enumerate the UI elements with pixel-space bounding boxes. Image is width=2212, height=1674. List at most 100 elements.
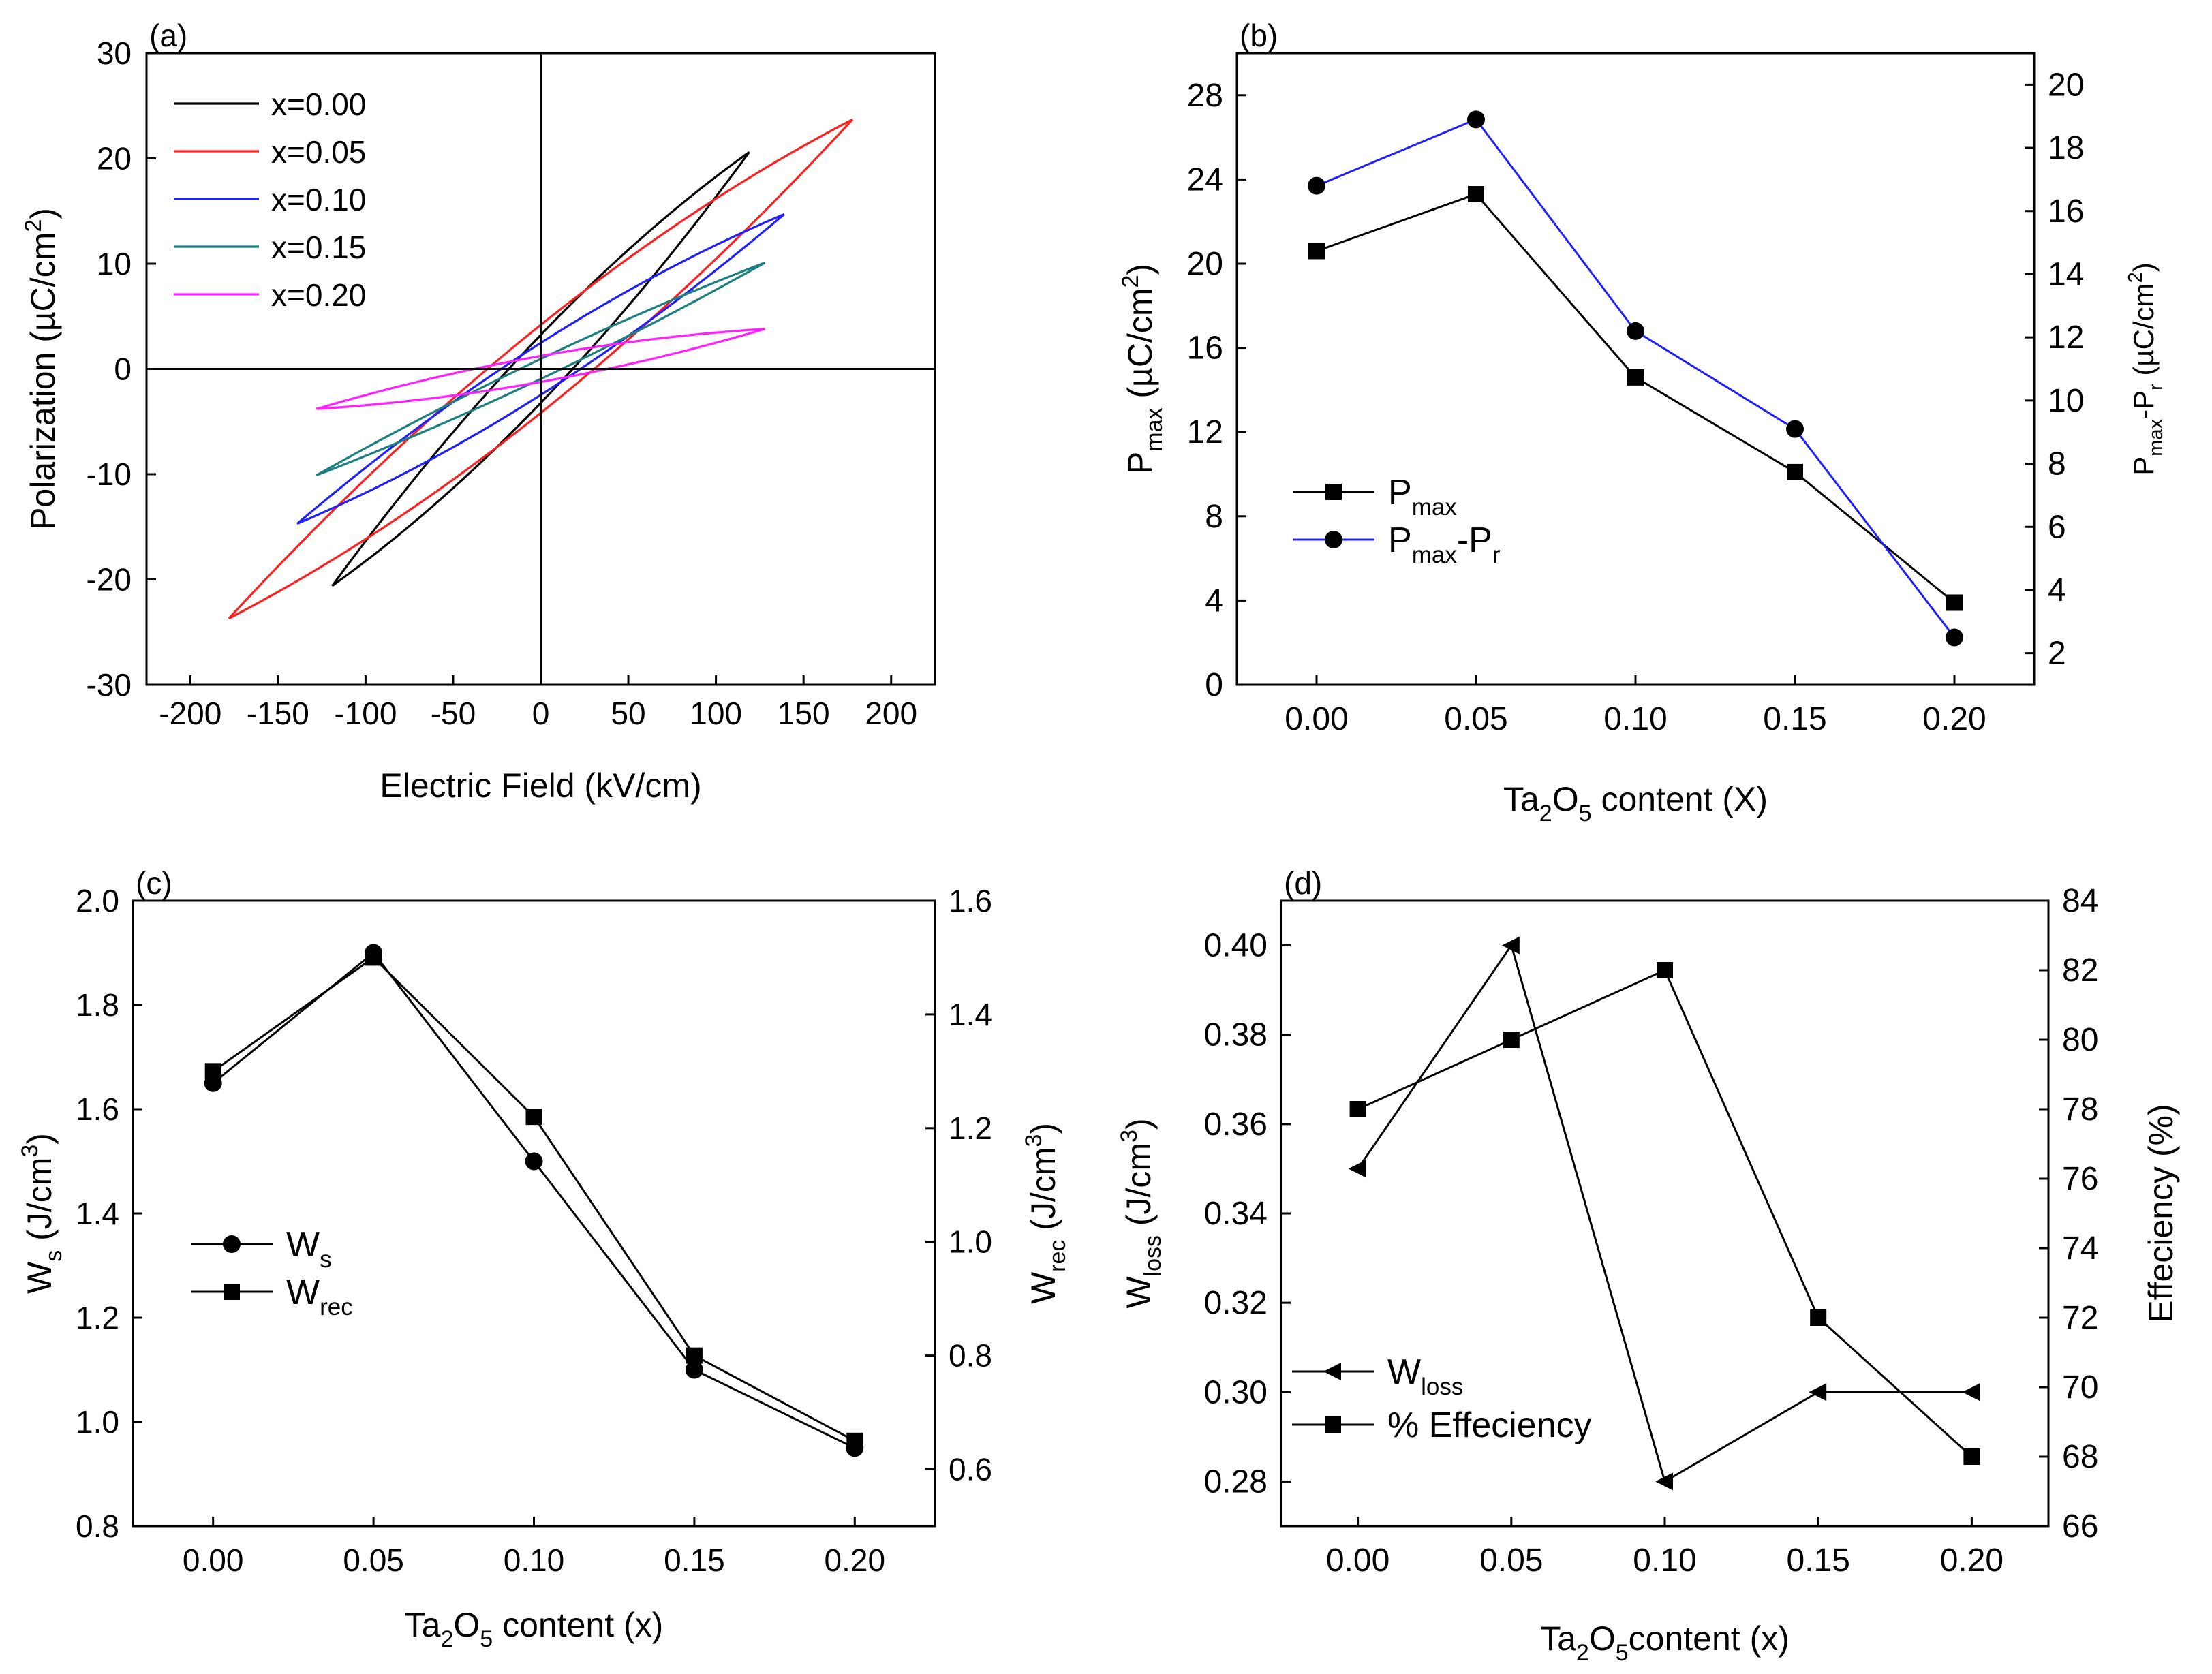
y-right-tick-label: 78: [2062, 1091, 2098, 1128]
y-left-tick-label: 20: [1187, 246, 1223, 282]
panel-a: (a)-200 -150 -100 -50 0 50 100 150 200-30-20-100…: [20, 18, 936, 805]
data-point-Pmax-Pr: [1627, 322, 1644, 340]
y-axis-label: Polarization (µC/cm2): [20, 208, 62, 530]
y-right-tick-label: 14: [2048, 256, 2084, 292]
x-tick-label: -50: [431, 696, 476, 731]
y-right-tick-label: 72: [2062, 1300, 2098, 1336]
data-point-Wrec: [525, 1109, 542, 1126]
panel-d: (d) 0.00 0.05 0.10 0.15 0.20 0.28 0.30 0.32 0.34 0…: [1116, 865, 2180, 1666]
x-tick-label: 0.10: [504, 1543, 565, 1578]
legend-entry: x=0.20: [271, 277, 366, 313]
data-point-Wloss: [1348, 1160, 1366, 1178]
x-tick-label: 0.15: [1786, 1543, 1849, 1579]
y-left-tick-label: 0.38: [1204, 1017, 1268, 1053]
data-point-Pmax-Pr: [1786, 420, 1804, 438]
y-left-axis-label: Ws (J/cm3): [17, 1133, 67, 1294]
legend-entry: Ws: [286, 1225, 332, 1273]
x-tick-label: 0.15: [1763, 701, 1826, 737]
data-point-Wloss: [1655, 1472, 1673, 1491]
y-right-tick-label: 1.0: [949, 1224, 992, 1260]
y-tick-label: -10: [87, 456, 132, 492]
x-axis-label: Ta2O5content (x): [1540, 1619, 1789, 1666]
data-point-Ws: [525, 1152, 543, 1171]
y-left-tick-label: 0.36: [1204, 1106, 1268, 1143]
data-point-% Effeciency: [1810, 1309, 1827, 1326]
legend-entry: x=0.10: [271, 182, 366, 217]
x-tick-label: 0.10: [1633, 1543, 1696, 1579]
legend-entry: Pmax-Pr: [1388, 521, 1501, 568]
legend-marker: [1325, 531, 1342, 548]
y-right-tick-label: 76: [2062, 1161, 2098, 1197]
data-point-Pmax: [1308, 243, 1325, 260]
panel-label: (b): [1240, 18, 1278, 53]
x-tick-label: 0.00: [1285, 701, 1348, 737]
y-left-axis-label: Pmax (µC/cm2): [1118, 264, 1167, 474]
x-tick-label: 0.00: [1326, 1543, 1389, 1579]
y-left-tick-label: 1.4: [76, 1196, 119, 1231]
data-point-Pmax: [1627, 369, 1644, 386]
y-left-tick-label: 24: [1187, 161, 1223, 198]
y-left-tick-label: 1.0: [76, 1404, 119, 1440]
y-right-tick-label: 8: [2048, 446, 2066, 482]
x-tick-label: 0.05: [1479, 1543, 1543, 1579]
x-tick-label: 100: [690, 696, 742, 731]
data-point-Wrec: [686, 1347, 703, 1364]
x-tick-label: -100: [334, 696, 397, 731]
y-left-tick-label: 1.8: [76, 987, 119, 1023]
legend-entry: Wloss: [1387, 1352, 1463, 1400]
legend-entry: x=0.00: [271, 87, 366, 122]
y-right-tick-label: 84: [2062, 883, 2098, 919]
y-left-tick-label: 2.0: [76, 883, 119, 918]
data-point-% Effeciency: [1503, 1032, 1520, 1048]
y-left-axis-label: Wloss (J/cm3): [1116, 1118, 1166, 1308]
x-axis-label: Ta2O5 content (x): [405, 1606, 664, 1652]
data-point-Wrec: [365, 949, 382, 966]
legend-marker: [224, 1284, 240, 1300]
y-right-tick-label: 66: [2062, 1508, 2098, 1545]
x-axis-label: Electric Field (kV/cm): [380, 766, 701, 805]
y-left-tick-label: 0.32: [1204, 1285, 1268, 1321]
series-line-Wrec: [212, 956, 856, 1442]
plot-frame: [132, 899, 936, 1528]
y-right-tick-label: 80: [2062, 1022, 2098, 1058]
data-point-Pmax-Pr: [1467, 110, 1485, 129]
plot-frame: [1235, 52, 2036, 686]
loop-x=0.15: [316, 262, 766, 476]
y-left-tick-label: 28: [1187, 78, 1223, 114]
x-tick-label: 200: [865, 696, 917, 731]
loop-x=0.20: [316, 328, 766, 410]
legend-entry: x=0.15: [271, 230, 366, 265]
y-right-tick-label: 68: [2062, 1439, 2098, 1475]
y-left-tick-label: 0.28: [1204, 1463, 1268, 1500]
data-point-Pmax: [1946, 594, 1963, 611]
data-point-Wloss: [1962, 1383, 1980, 1401]
y-right-tick-label: 10: [2048, 383, 2084, 419]
data-point-% Effeciency: [1657, 962, 1673, 978]
y-tick-label: 20: [97, 141, 132, 176]
legend-marker: [223, 1235, 241, 1253]
data-point-Wloss: [1809, 1383, 1827, 1401]
y-left-tick-label: 1.6: [76, 1091, 119, 1127]
panel-c: (c) 0.00 0.05 0.10 0.15 0.20 0.8 1.0 1.2 1.4 1.6 1.…: [17, 865, 1071, 1652]
data-point-Wrec: [846, 1432, 863, 1449]
x-tick-label: 0.00: [183, 1543, 244, 1578]
legend-marker: [1323, 1363, 1341, 1380]
y-left-tick-label: 0.34: [1204, 1196, 1268, 1232]
y-tick-label: 30: [97, 35, 132, 71]
y-left-tick-label: 0: [1205, 667, 1223, 703]
y-left-tick-label: 8: [1205, 499, 1223, 535]
legend-marker: [1325, 1416, 1341, 1433]
panel-label: (d): [1284, 865, 1322, 901]
y-right-tick-label: 12: [2048, 320, 2084, 356]
y-right-axis-label: Wrec (J/cm3): [1021, 1123, 1071, 1304]
x-tick-label: 0.10: [1603, 701, 1667, 737]
x-tick-label: 150: [778, 696, 830, 731]
data-point-% Effeciency: [1349, 1101, 1366, 1117]
x-tick-label: -150: [247, 696, 309, 731]
y-right-axis-label: Pmax-Pr (µC/cm2): [2125, 262, 2167, 475]
data-point-Pmax: [1787, 463, 1803, 480]
x-tick-label: 0.05: [343, 1543, 404, 1578]
legend-entry: % Effeciency: [1387, 1406, 1592, 1445]
legend-entry: x=0.05: [271, 134, 366, 170]
x-tick-label: 0.20: [1922, 701, 1986, 737]
